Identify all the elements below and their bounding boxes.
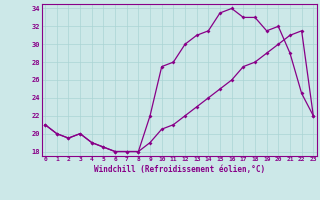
X-axis label: Windchill (Refroidissement éolien,°C): Windchill (Refroidissement éolien,°C) — [94, 165, 265, 174]
